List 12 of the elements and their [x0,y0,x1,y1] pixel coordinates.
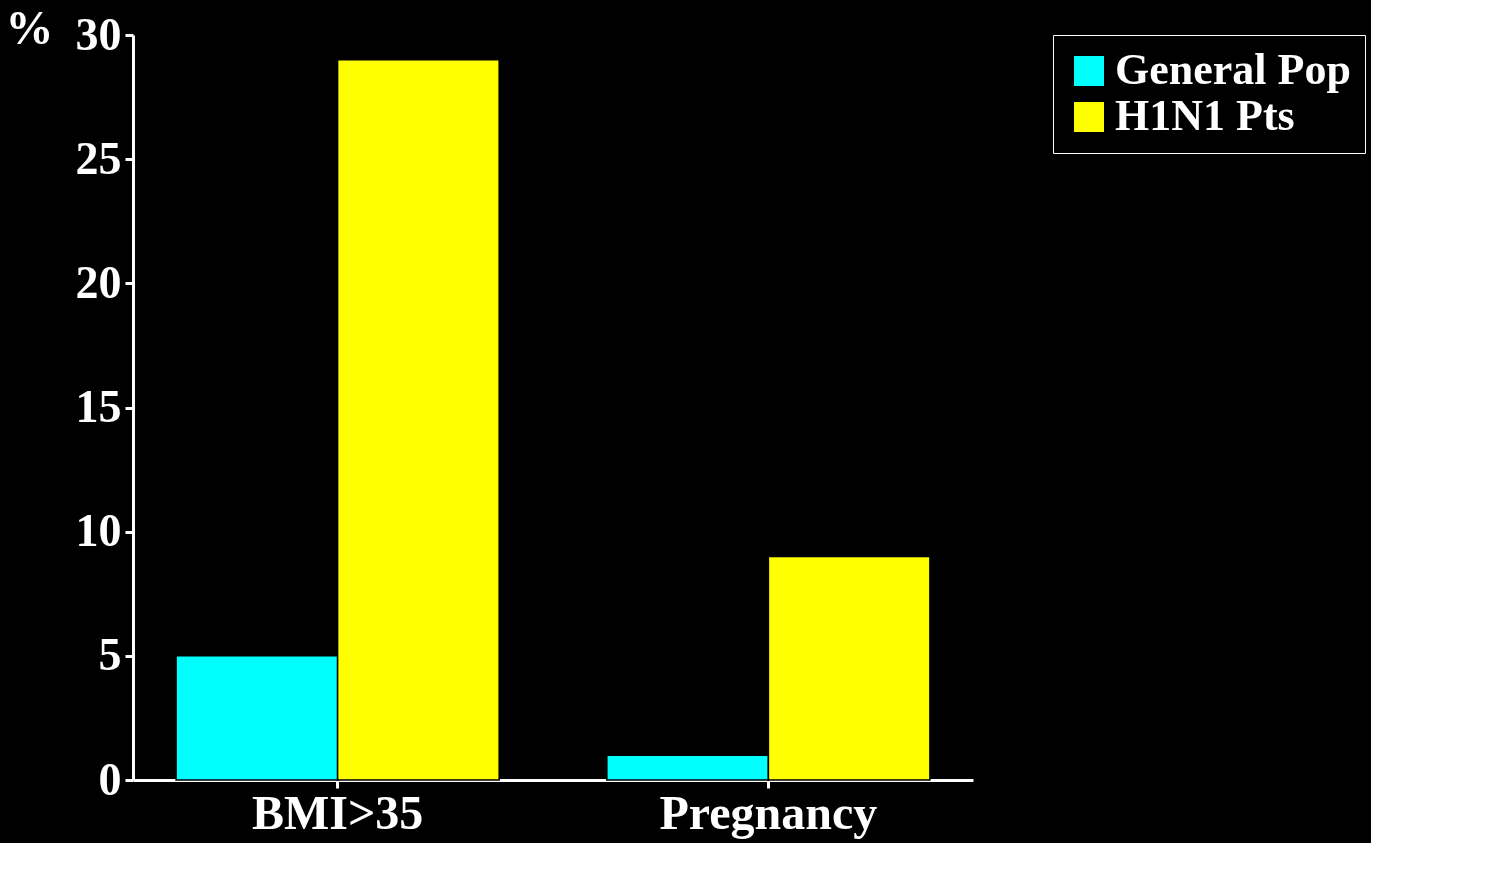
y-tick-label: 20 [75,256,122,308]
legend-label: General Pop [1115,45,1351,94]
legend-label: H1N1 Pts [1115,91,1295,140]
x-tick-label: BMI>35 [251,785,424,839]
y-tick-label: 10 [75,505,122,557]
y-tick-label: 25 [75,132,122,184]
x-tick-label: Pregnancy [659,785,878,839]
y-tick-label: 0 [98,753,122,805]
y-tick-label: 30 [75,8,122,60]
y-tick-label: 15 [75,381,122,432]
y-tick-label: 5 [98,629,122,681]
y-axis-title: % [5,0,54,54]
